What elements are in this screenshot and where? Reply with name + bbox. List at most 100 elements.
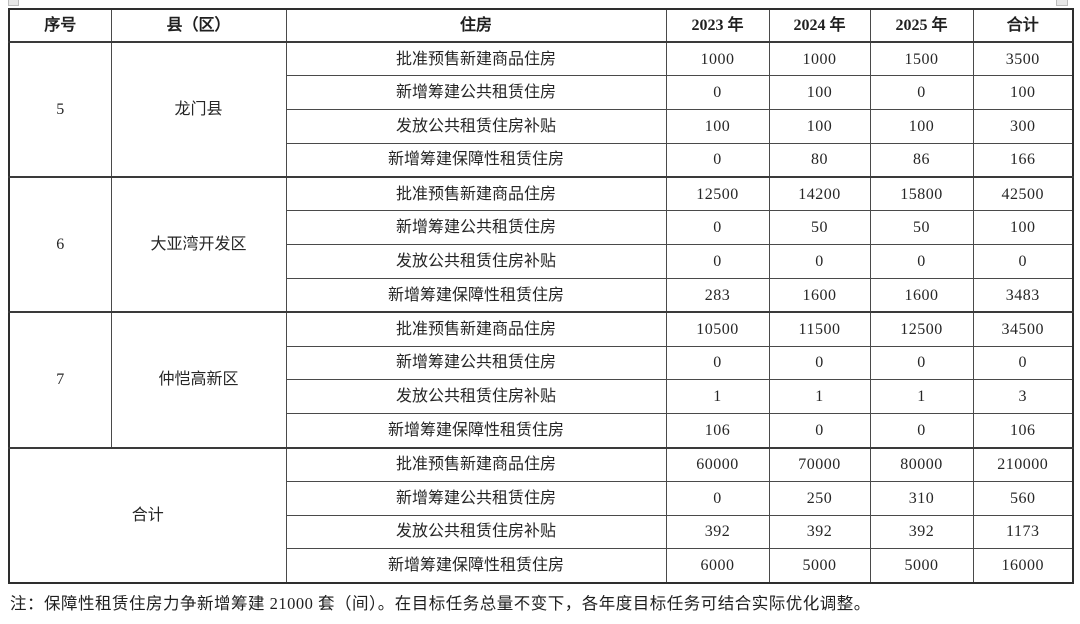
value-2023: 0 — [665, 345, 770, 381]
housing-cell: 发放公共租赁住房补贴 — [285, 514, 667, 550]
value-2025: 5000 — [869, 548, 974, 584]
value-2023: 0 — [665, 75, 770, 111]
housing-cell: 批准预售新建商品住房 — [285, 176, 667, 212]
value-2023: 392 — [665, 514, 770, 550]
col-header-total: 合计 — [972, 8, 1074, 43]
value-2025: 0 — [869, 413, 974, 449]
value-2023: 1000 — [665, 41, 770, 77]
housing-cell: 新增筹建保障性租赁住房 — [285, 142, 667, 178]
value-2024: 0 — [768, 244, 871, 280]
table-row: 发放公共租赁住房补贴 100 100 100 300 — [9, 109, 1074, 144]
value-2023: 0 — [665, 480, 770, 516]
col-header-2024: 2024 年 — [768, 8, 871, 43]
value-2024: 5000 — [768, 548, 871, 584]
value-2024: 80 — [768, 142, 871, 178]
table-row: 新增筹建保障性租赁住房 6000 5000 5000 16000 — [9, 548, 1074, 584]
group-index-cell: 7 — [8, 311, 112, 449]
col-header-index: 序号 — [8, 8, 112, 43]
value-total: 34500 — [972, 311, 1074, 347]
value-total: 0 — [972, 244, 1074, 280]
value-total: 560 — [972, 480, 1074, 516]
housing-cell: 发放公共租赁住房补贴 — [285, 379, 667, 415]
group-index-cell: 5 — [8, 40, 112, 178]
value-2023: 100 — [665, 109, 770, 144]
group-index-cell: 6 — [8, 176, 112, 313]
value-total: 1173 — [972, 514, 1074, 550]
table-row: 5 龙门县 批准预售新建商品住房 1000 1000 1500 3500 — [8, 40, 1074, 178]
value-2025: 0 — [869, 244, 974, 280]
value-2024: 100 — [768, 75, 871, 111]
value-2025: 80000 — [869, 446, 974, 482]
value-2025: 392 — [869, 514, 974, 550]
col-header-county: 县（区） — [110, 8, 287, 43]
value-2025: 310 — [869, 480, 974, 516]
header-row: 序号 县（区） 住房 2023 年 2024 年 2025 年 合计 — [8, 8, 1074, 43]
value-2023: 12500 — [665, 176, 770, 212]
value-2023: 0 — [665, 210, 770, 246]
value-2024: 50 — [768, 210, 871, 246]
group-county-cell: 仲恺高新区 — [110, 311, 287, 449]
table-row: 新增筹建公共租赁住房 0 50 50 100 — [9, 210, 1074, 246]
value-total: 100 — [972, 75, 1074, 111]
value-2025: 1600 — [869, 278, 974, 313]
housing-cell: 新增筹建保障性租赁住房 — [285, 278, 667, 313]
housing-cell: 批准预售新建商品住房 — [285, 446, 667, 482]
footnote: 注：保障性租赁住房力争新增筹建 21000 套（间）。在目标任务总量不变下，各年… — [10, 594, 871, 613]
table-row: 发放公共租赁住房补贴 392 392 392 1173 — [9, 514, 1074, 550]
value-2024: 1000 — [768, 41, 871, 77]
housing-cell: 新增筹建公共租赁住房 — [285, 345, 667, 381]
value-total: 166 — [972, 142, 1074, 178]
value-2024: 100 — [768, 109, 871, 144]
value-total: 300 — [972, 109, 1074, 144]
value-2023: 10500 — [665, 311, 770, 347]
value-total: 100 — [972, 210, 1074, 246]
table-row: 合计 批准预售新建商品住房 60000 70000 80000 210000 — [8, 446, 1074, 584]
value-total: 42500 — [972, 176, 1074, 212]
col-header-housing: 住房 — [285, 8, 667, 43]
value-total: 3500 — [972, 41, 1074, 77]
value-2024: 392 — [768, 514, 871, 550]
table-row: 新增筹建保障性租赁住房 283 1600 1600 3483 — [9, 278, 1074, 313]
value-total: 0 — [972, 345, 1074, 381]
value-total: 106 — [972, 413, 1074, 449]
value-2023: 283 — [665, 278, 770, 313]
housing-cell: 新增筹建公共租赁住房 — [285, 480, 667, 516]
top-right-notch — [1056, 0, 1068, 6]
value-2024: 0 — [768, 345, 871, 381]
value-2025: 0 — [869, 75, 974, 111]
value-total: 3 — [972, 379, 1074, 415]
value-2024: 11500 — [768, 311, 871, 347]
value-2025: 50 — [869, 210, 974, 246]
top-left-notch — [8, 0, 19, 6]
value-2025: 12500 — [869, 311, 974, 347]
value-2025: 100 — [869, 109, 974, 144]
value-total: 3483 — [972, 278, 1074, 313]
housing-cell: 新增筹建保障性租赁住房 — [285, 413, 667, 449]
housing-cell: 批准预售新建商品住房 — [285, 41, 667, 77]
value-2023: 6000 — [665, 548, 770, 584]
table-row: 新增筹建保障性租赁住房 0 80 86 166 — [9, 142, 1074, 178]
housing-cell: 发放公共租赁住房补贴 — [285, 244, 667, 280]
value-2023: 106 — [665, 413, 770, 449]
table-row: 7 仲恺高新区 批准预售新建商品住房 10500 11500 12500 345… — [8, 311, 1074, 449]
table-row: 新增筹建公共租赁住房 0 0 0 0 — [9, 345, 1074, 381]
grand-total-label-cell: 合计 — [8, 446, 287, 584]
table-row: 6 大亚湾开发区 批准预售新建商品住房 12500 14200 15800 42… — [8, 176, 1074, 313]
table-row: 发放公共租赁住房补贴 0 0 0 0 — [9, 244, 1074, 280]
value-2025: 0 — [869, 345, 974, 381]
housing-plan-table: 序号 县（区） 住房 2023 年 2024 年 2025 年 合计 5 龙门县… — [8, 8, 1074, 584]
housing-cell: 新增筹建公共租赁住房 — [285, 75, 667, 111]
value-2025: 86 — [869, 142, 974, 178]
value-2024: 1600 — [768, 278, 871, 313]
value-2025: 1 — [869, 379, 974, 415]
value-2023: 0 — [665, 142, 770, 178]
col-header-2025: 2025 年 — [869, 8, 974, 43]
housing-cell: 新增筹建保障性租赁住房 — [285, 548, 667, 584]
table-row: 新增筹建保障性租赁住房 106 0 0 106 — [9, 413, 1074, 449]
value-2024: 0 — [768, 413, 871, 449]
group-county-cell: 大亚湾开发区 — [110, 176, 287, 313]
value-2025: 15800 — [869, 176, 974, 212]
value-2025: 1500 — [869, 41, 974, 77]
value-total: 210000 — [972, 446, 1074, 482]
